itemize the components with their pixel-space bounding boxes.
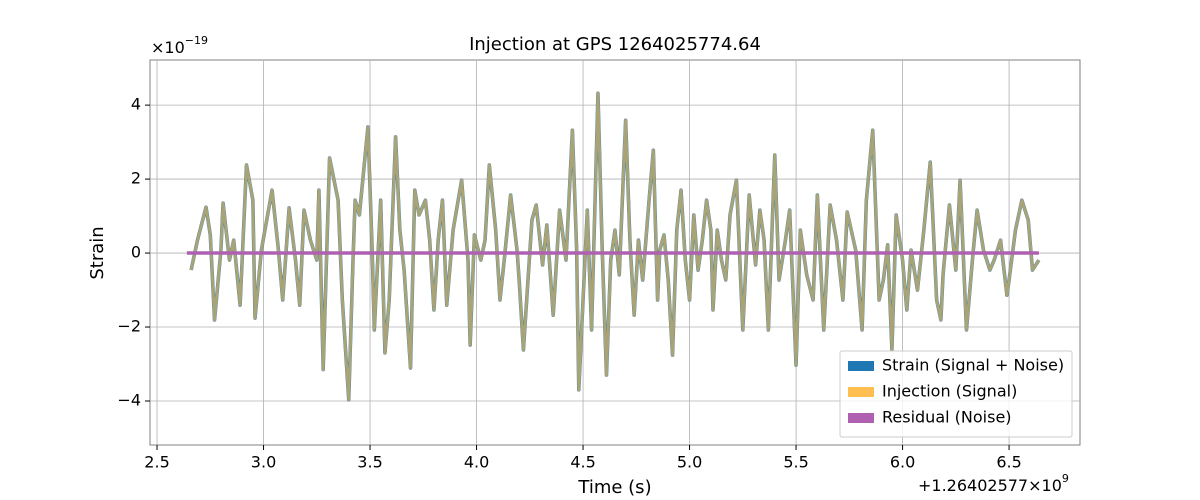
x-tick-label: 6.0 — [890, 453, 915, 472]
legend-box — [839, 350, 1073, 438]
x-axis-label: Time (s) — [577, 477, 651, 498]
y-axis-label: Strain — [87, 226, 108, 279]
x-tick-label: 4.5 — [570, 453, 595, 472]
x-tick-label: 5.5 — [783, 453, 808, 472]
y-scale-exponent: −19 — [185, 34, 208, 47]
legend-label: Residual (Noise) — [882, 408, 1012, 427]
grid — [150, 60, 1080, 445]
y-tick-label: −2 — [117, 317, 141, 336]
legend-swatch — [848, 361, 874, 371]
x-offset-exponent: 9 — [1062, 472, 1069, 485]
x-offset-base: +1.26402577×10 — [918, 476, 1062, 495]
y-scale-label: ×10−19 — [151, 34, 208, 57]
x-tick-label: 4.0 — [464, 453, 489, 472]
x-tick-label: 3.5 — [357, 453, 382, 472]
y-tick-label: 0 — [131, 243, 141, 262]
y-tick-label: −4 — [117, 390, 141, 409]
legend: Strain (Signal + Noise) Injection (Signal… — [839, 350, 1073, 438]
y-scale-base: ×10 — [151, 38, 185, 57]
y-tick-label: 2 — [131, 169, 141, 188]
legend-label: Strain (Signal + Noise) — [882, 356, 1064, 375]
x-tick-label: 5.0 — [677, 453, 702, 472]
chart-title: Injection at GPS 1264025774.64 — [469, 34, 761, 55]
x-tick-label: 3.0 — [251, 453, 276, 472]
legend-label: Injection (Signal) — [882, 382, 1017, 401]
y-tick-label: 4 — [131, 95, 141, 114]
legend-swatch — [848, 387, 874, 397]
x-tick-label: 6.5 — [996, 453, 1021, 472]
x-offset-label: +1.26402577×109 — [918, 472, 1069, 495]
legend-swatch — [848, 413, 874, 423]
x-tick-label: 2.5 — [144, 453, 169, 472]
series-line — [189, 91, 1041, 402]
